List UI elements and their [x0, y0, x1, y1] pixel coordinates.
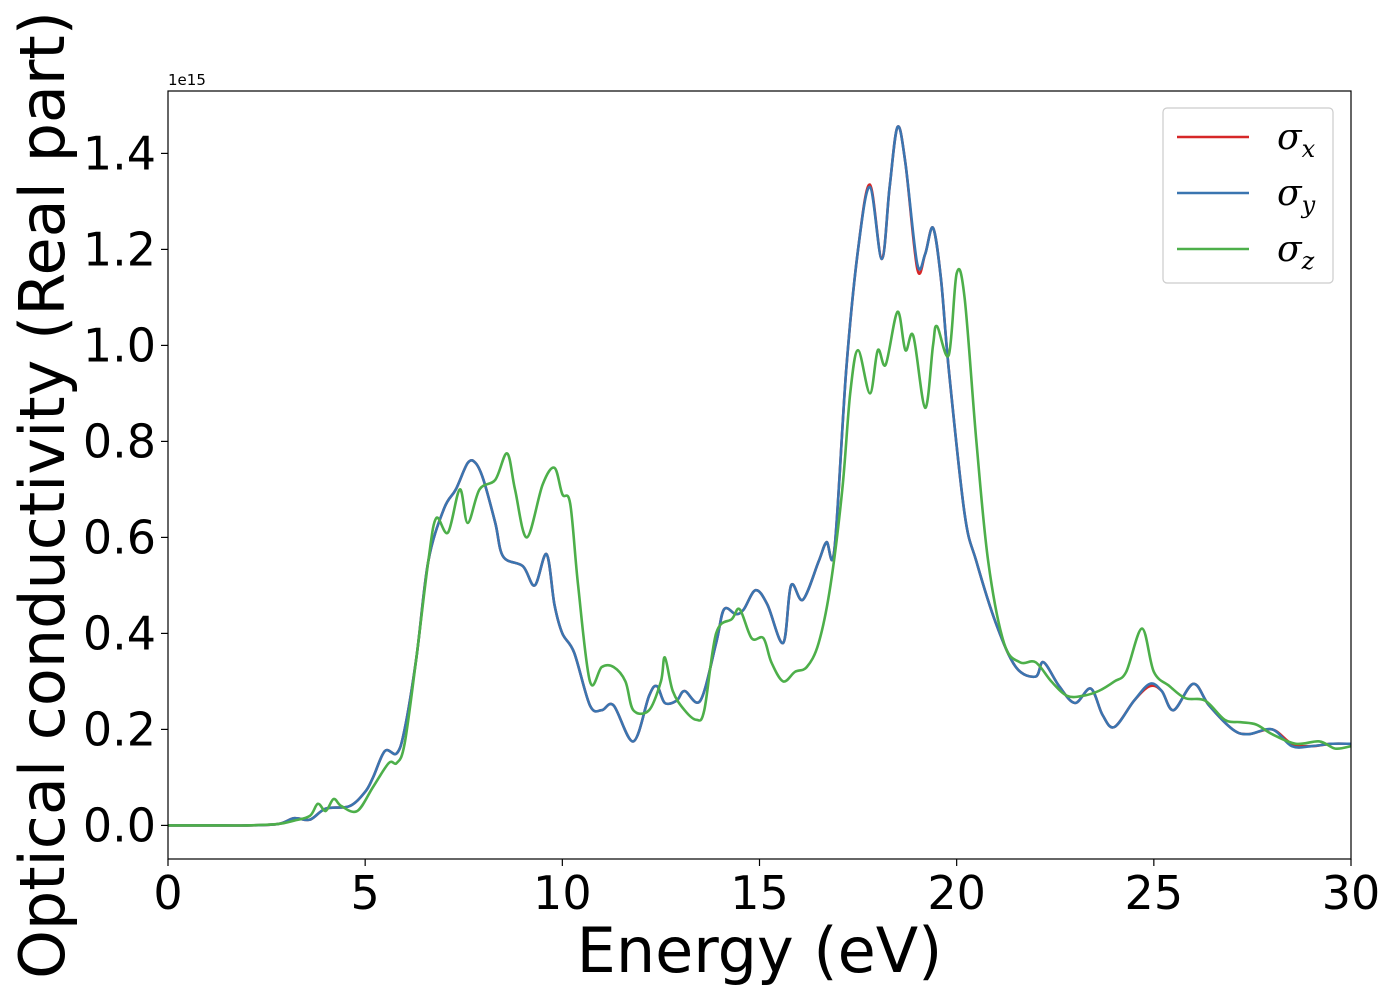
y-tick-label: 1.2: [83, 222, 156, 276]
series-line-y: [168, 125, 1351, 827]
x-tick-label: 10: [533, 866, 592, 920]
y-tick-label: 0.4: [83, 606, 156, 660]
x-tick-label: 30: [1322, 866, 1381, 920]
x-tick-label: 25: [1125, 866, 1184, 920]
x-tick-label: 5: [351, 866, 380, 920]
plot-area: [168, 125, 1351, 827]
legend-label-z: σz: [1277, 229, 1315, 275]
legend: σx σy σz: [1162, 107, 1334, 284]
y-offset-label: 1e15: [168, 71, 206, 89]
legend-box: [1162, 107, 1334, 284]
y-tick-label: 1.4: [83, 126, 156, 180]
x-tick-label: 15: [730, 866, 789, 920]
x-tick-label: 0: [153, 866, 182, 920]
legend-label-y: σy: [1277, 173, 1316, 219]
y-tick-label: 0.2: [83, 702, 156, 756]
x-axis-title: Energy (eV): [577, 914, 943, 987]
y-tick-label: 0.6: [83, 510, 156, 564]
y-tick-label: 1.0: [83, 318, 156, 372]
y-axis: 0.0 0.2 0.4 0.6 0.8 1.0 1.2 1.4: [83, 126, 168, 852]
x-axis: 0 5 10 15 20 25 30: [153, 859, 1380, 920]
y-axis-title: Optical conductivity (Real part): [6, 11, 79, 979]
x-tick-label: 20: [927, 866, 986, 920]
series-line-z: [168, 267, 1351, 827]
y-tick-label: 0.0: [83, 798, 156, 852]
y-tick-label: 0.8: [83, 414, 156, 468]
legend-label-x: σx: [1277, 117, 1316, 163]
